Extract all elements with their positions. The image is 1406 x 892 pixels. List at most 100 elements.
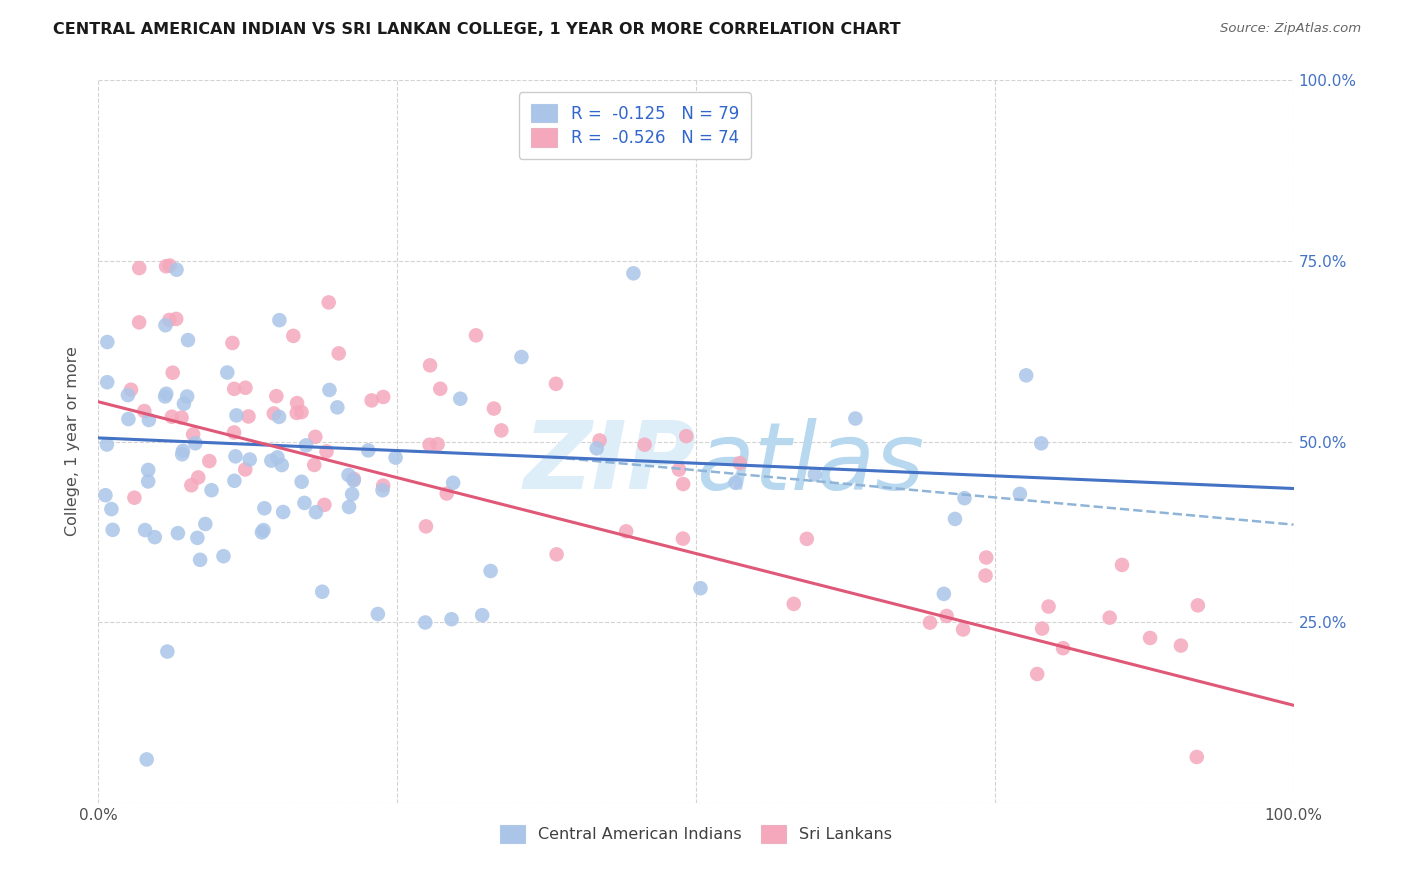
Point [155, 259, 177, 273]
Point [974, 550, 997, 565]
Point [1139, 631, 1161, 645]
Point [1170, 639, 1192, 653]
Point [413, 615, 436, 630]
Point [225, 409, 247, 423]
Point [134, 404, 156, 418]
Point [429, 382, 451, 396]
Point [159, 259, 181, 273]
Point [294, 496, 316, 510]
Point [100, 502, 122, 516]
Point [305, 505, 328, 519]
Point [675, 429, 697, 443]
Point [136, 475, 159, 489]
Point [1185, 750, 1208, 764]
Point [266, 389, 288, 403]
Point [304, 430, 326, 444]
Point [918, 615, 941, 630]
Point [198, 454, 221, 468]
Point [221, 336, 243, 351]
Point [260, 453, 283, 467]
Point [285, 406, 308, 420]
Point [222, 425, 245, 440]
Point [172, 447, 194, 461]
Point [314, 498, 336, 512]
Point [188, 553, 211, 567]
Point [672, 477, 695, 491]
Point [94, 488, 117, 502]
Point [436, 486, 458, 500]
Point [117, 412, 139, 426]
Point [426, 437, 449, 451]
Point [315, 444, 337, 458]
Point [728, 456, 751, 470]
Point [337, 500, 360, 514]
Point [101, 523, 124, 537]
Point [143, 530, 166, 544]
Point [373, 390, 395, 404]
Point [96, 334, 118, 349]
Point [186, 531, 208, 545]
Point [953, 491, 976, 505]
Point [235, 381, 257, 395]
Point [253, 501, 276, 516]
Point [267, 409, 290, 424]
Point [482, 401, 505, 416]
Text: Source: ZipAtlas.com: Source: ZipAtlas.com [1220, 22, 1361, 36]
Point [153, 389, 176, 403]
Point [135, 752, 157, 766]
Point [224, 450, 246, 464]
Point [844, 411, 866, 425]
Point [96, 437, 118, 451]
Point [224, 474, 246, 488]
Point [318, 295, 340, 310]
Point [155, 386, 177, 401]
Point [441, 475, 464, 490]
Text: CENTRAL AMERICAN INDIAN VS SRI LANKAN COLLEGE, 1 YEAR OR MORE CORRELATION CHART: CENTRAL AMERICAN INDIAN VS SRI LANKAN CO… [53, 22, 901, 37]
Point [155, 318, 177, 333]
Point [952, 623, 974, 637]
Point [974, 568, 997, 582]
Point [184, 436, 207, 450]
Point [285, 396, 308, 410]
Text: ZIP: ZIP [523, 417, 696, 509]
Point [943, 512, 966, 526]
Point [200, 483, 222, 498]
Point [224, 382, 246, 396]
Point [614, 524, 637, 539]
Point [932, 587, 955, 601]
Point [136, 463, 159, 477]
Point [181, 427, 204, 442]
Point [212, 549, 235, 564]
Point [176, 389, 198, 403]
Point [465, 328, 488, 343]
Point [1098, 610, 1121, 624]
Point [117, 388, 139, 402]
Point [1031, 436, 1053, 450]
Point [302, 458, 325, 472]
Point [263, 407, 285, 421]
Point [283, 329, 305, 343]
Point [623, 266, 645, 280]
Point [343, 474, 366, 488]
Point [217, 366, 239, 380]
Point [128, 261, 150, 276]
Point [479, 564, 502, 578]
Point [633, 437, 655, 451]
Point [796, 532, 818, 546]
Point [371, 483, 394, 498]
Point [250, 525, 273, 540]
Point [290, 405, 312, 419]
Point [544, 376, 567, 391]
Point [270, 458, 292, 472]
Point [337, 468, 360, 483]
Point [1187, 599, 1209, 613]
Point [384, 450, 406, 465]
Point [173, 397, 195, 411]
Point [326, 401, 349, 415]
Point [360, 393, 382, 408]
Legend: Central American Indians, Sri Lankans: Central American Indians, Sri Lankans [494, 819, 898, 849]
Point [783, 597, 806, 611]
Point [724, 475, 747, 490]
Point [266, 450, 288, 465]
Point [172, 443, 194, 458]
